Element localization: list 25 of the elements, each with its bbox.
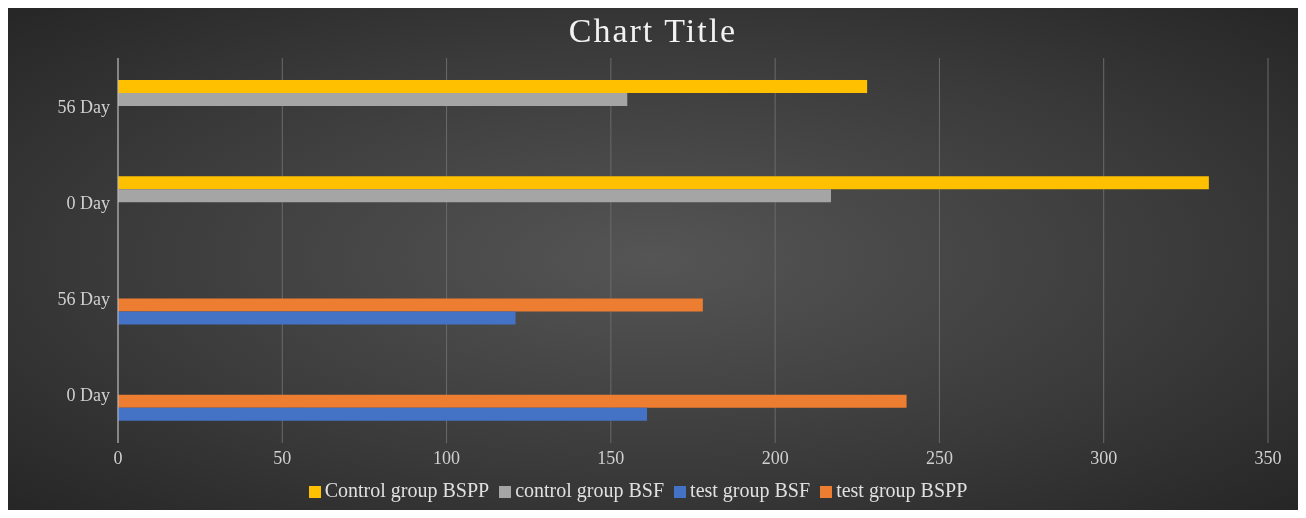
bar (118, 298, 703, 312)
chart-title: Chart Title (567, 12, 739, 50)
bar (118, 311, 516, 325)
x-tick-label: 250 (925, 447, 953, 468)
legend-label: control group BSF (515, 479, 665, 501)
bar (118, 189, 831, 203)
bar (118, 80, 868, 93)
legend-label: test group BSF (690, 479, 811, 501)
x-tick-label: 50 (273, 447, 292, 468)
bar (118, 407, 647, 421)
y-tick-label: 0 Day (66, 385, 110, 406)
y-tick-label: 0 Day (66, 192, 110, 213)
bar (118, 394, 907, 408)
x-tick-label: 200 (761, 447, 789, 468)
y-tick-label: 56 Day (57, 289, 110, 310)
x-tick-label: 100 (433, 447, 461, 468)
x-tick-label: 350 (1254, 447, 1282, 468)
x-tick-label: 0 (113, 447, 123, 468)
y-tick-label: 56 Day (57, 96, 110, 117)
legend-label: Control group BSPP (324, 479, 490, 501)
x-tick-label: 150 (597, 447, 625, 468)
bar (118, 93, 628, 106)
bar (118, 176, 1209, 190)
x-tick-label: 300 (1090, 447, 1118, 468)
legend-label: test group BSPP (836, 479, 968, 501)
